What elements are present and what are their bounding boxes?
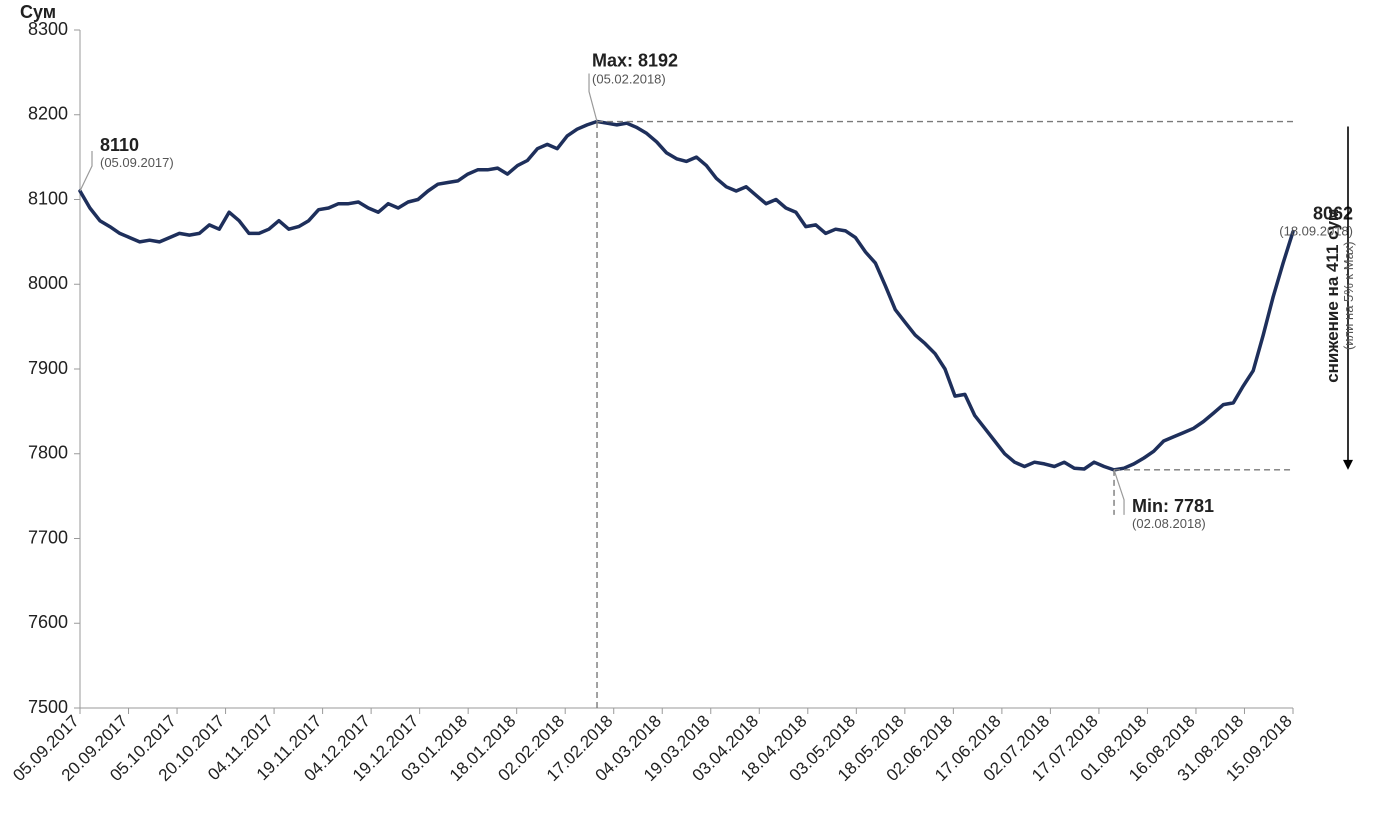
y-tick-label: 8100	[28, 188, 68, 208]
range-note-sub: (или на 5% к Max)	[1341, 241, 1356, 350]
y-tick-label: 7900	[28, 358, 68, 378]
y-tick-label: 7600	[28, 612, 68, 632]
y-tick-label: 8200	[28, 104, 68, 124]
currency-chart: Сум7500760077007800790080008100820083000…	[0, 0, 1393, 818]
y-tick-label: 7700	[28, 527, 68, 547]
min-label: Min: 7781	[1132, 496, 1214, 516]
y-tick-label: 8300	[28, 19, 68, 39]
start-label: 8110	[100, 135, 139, 155]
max-label: Max: 8192	[592, 51, 678, 71]
range-note: снижение на 411 сум	[1323, 209, 1342, 383]
start-sublabel: (05.09.2017)	[100, 155, 174, 170]
min-sublabel: (02.08.2018)	[1132, 516, 1206, 531]
max-sublabel: (05.02.2018)	[592, 72, 666, 87]
y-tick-label: 8000	[28, 273, 68, 293]
y-tick-label: 7800	[28, 443, 68, 463]
y-tick-label: 7500	[28, 697, 68, 717]
